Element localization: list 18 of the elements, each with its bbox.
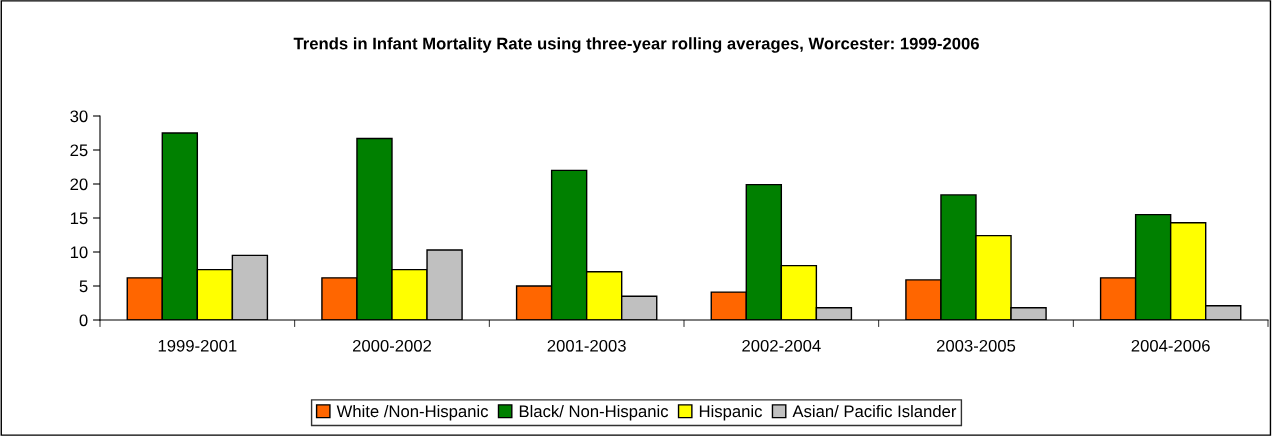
chart-title: Trends in Infant Mortality Rate using three-year rolling averages, Worcester: 1999-2006 — [293, 37, 979, 53]
y-tick-label: 30 — [70, 110, 88, 123]
x-tick-label: 2000-2002 — [352, 339, 432, 352]
y-tick-label: 0 — [79, 314, 88, 327]
y-tick-label: 20 — [70, 178, 88, 191]
legend-label: Black/ Non-Hispanic — [519, 404, 669, 421]
x-tick-label: 2001-2003 — [547, 339, 626, 352]
x-tick-label: 1999-2001 — [158, 339, 237, 352]
x-tick-label: 2003-2005 — [936, 339, 1016, 352]
y-tick-label: 25 — [70, 144, 88, 157]
x-tick-label: 2004-2006 — [1131, 339, 1210, 352]
legend-label: Hispanic — [699, 404, 763, 421]
y-tick-label: 15 — [70, 212, 88, 225]
legend-label: White /Non-Hispanic — [336, 404, 489, 421]
y-tick-label: 10 — [70, 246, 88, 259]
legend-label: Asian/ Pacific Islander — [792, 404, 957, 418]
x-tick-label: 2002-2004 — [742, 339, 821, 352]
y-tick-label: 5 — [79, 280, 88, 293]
